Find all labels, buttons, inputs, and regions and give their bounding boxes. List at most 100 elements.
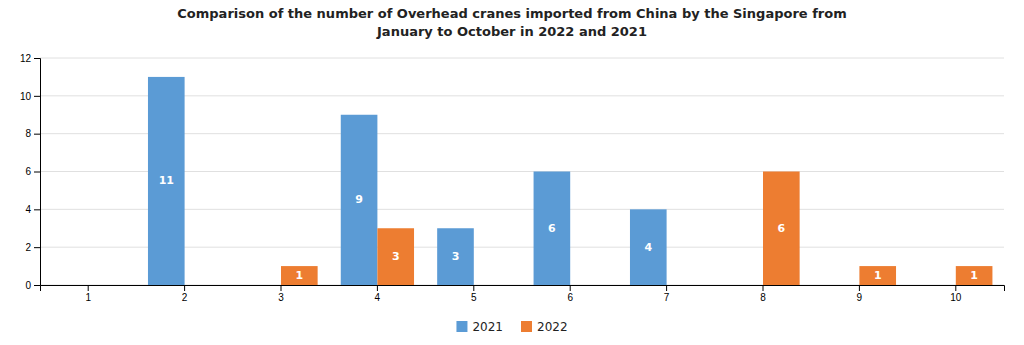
legend-label: 2021 xyxy=(472,320,503,334)
y-tick: 10 xyxy=(20,91,40,102)
grid-line xyxy=(40,58,1004,59)
bars xyxy=(148,77,992,285)
grid xyxy=(40,58,1004,285)
x-tick-label: 3 xyxy=(278,292,284,303)
y-tick-label: 0 xyxy=(25,280,31,291)
bar xyxy=(437,228,474,285)
x-tick-mark xyxy=(281,285,282,291)
x-tick: 7 xyxy=(664,285,670,303)
x-tick: 4 xyxy=(375,285,381,303)
x-tick-label: 7 xyxy=(664,292,670,303)
y-tick: 8 xyxy=(25,128,40,139)
x-tick-label: 2 xyxy=(182,292,188,303)
x-tick-mark xyxy=(377,285,378,291)
y-tick-label: 10 xyxy=(20,91,32,102)
bar-series xyxy=(281,172,992,286)
x-tick: 2 xyxy=(182,285,188,303)
y-tick-mark xyxy=(34,209,40,210)
bar xyxy=(726,285,763,286)
y-tick-mark xyxy=(34,285,40,286)
data-label: 4 xyxy=(644,241,652,254)
bar xyxy=(534,172,571,286)
y-tick: 6 xyxy=(25,166,40,177)
bar xyxy=(185,285,222,286)
x-tick: 9 xyxy=(857,285,863,303)
bar xyxy=(763,172,800,286)
x-tick-mark xyxy=(473,285,474,291)
x-tick: 3 xyxy=(278,285,284,303)
y-axis: 0 2 4 6 8 10 12 xyxy=(20,53,41,291)
x-tick-mark xyxy=(184,285,185,291)
x-axis-line xyxy=(41,286,1005,292)
plot: 0246810121234567891011936413611 xyxy=(20,53,1005,303)
data-label: 1 xyxy=(970,269,978,282)
title: Comparison of the number of Overhead cra… xyxy=(177,6,846,39)
bar xyxy=(244,285,281,286)
legend-item: 2021 xyxy=(456,320,503,334)
y-tick: 12 xyxy=(20,53,40,64)
bar xyxy=(341,115,378,285)
y-tick-mark xyxy=(34,247,40,248)
x-tick: 5 xyxy=(471,285,477,303)
bar-series xyxy=(148,77,667,285)
x-tick: 6 xyxy=(567,285,573,303)
y-tick-label: 4 xyxy=(25,204,31,215)
bar xyxy=(281,266,318,285)
data-label: 6 xyxy=(548,222,556,235)
x-tick-mark xyxy=(859,285,860,291)
x-tick-label: 10 xyxy=(950,292,962,303)
x-tick-mark xyxy=(763,285,764,291)
y-tick: 0 xyxy=(25,280,40,291)
data-label: 6 xyxy=(777,222,785,235)
data-label: 3 xyxy=(392,250,400,263)
x-tick: 10 xyxy=(950,285,962,303)
data-label: 9 xyxy=(355,193,363,206)
x-tick-mark xyxy=(955,285,956,291)
data-label: 11 xyxy=(159,174,174,187)
legend-swatch xyxy=(521,321,532,332)
y-tick-label: 12 xyxy=(20,53,32,64)
x-tick-label: 4 xyxy=(375,292,381,303)
bar xyxy=(52,285,89,286)
data-label: 3 xyxy=(452,250,460,263)
legend-item: 2022 xyxy=(521,320,568,334)
data-labels: 11936413611 xyxy=(159,174,978,282)
bar xyxy=(630,209,667,285)
y-tick-label: 8 xyxy=(25,128,31,139)
legend-label: 2022 xyxy=(537,320,568,334)
legend-swatch xyxy=(456,321,467,332)
bar xyxy=(919,285,956,286)
y-tick: 4 xyxy=(25,204,40,215)
bar xyxy=(148,77,185,285)
bar xyxy=(823,285,860,286)
x-axis: 1 2 3 4 5 6 7 8 9 10 xyxy=(41,285,1005,303)
chart: Comparison of the number of Overhead cra… xyxy=(0,0,1024,345)
y-tick: 2 xyxy=(25,242,40,253)
bar xyxy=(88,285,125,286)
y-tick-mark xyxy=(34,96,40,97)
x-tick-mark xyxy=(570,285,571,291)
y-tick-mark xyxy=(34,58,40,59)
y-axis-line xyxy=(34,59,41,286)
legend: 2021 2022 xyxy=(456,320,567,334)
x-tick-label: 5 xyxy=(471,292,477,303)
bar xyxy=(667,285,704,286)
x-tick: 1 xyxy=(85,285,91,303)
data-label: 1 xyxy=(874,269,882,282)
x-tick-label: 6 xyxy=(567,292,573,303)
x-tick-label: 1 xyxy=(85,292,91,303)
x-tick-mark xyxy=(666,285,667,291)
data-label: 1 xyxy=(295,269,303,282)
bar xyxy=(859,266,896,285)
bar xyxy=(570,285,607,286)
y-tick-label: 6 xyxy=(25,166,31,177)
bar xyxy=(474,285,511,286)
bar xyxy=(377,228,414,285)
bar xyxy=(956,266,993,285)
x-tick: 8 xyxy=(760,285,766,303)
y-tick-mark xyxy=(34,172,40,173)
y-tick-mark xyxy=(34,134,40,135)
y-tick-label: 2 xyxy=(25,242,31,253)
x-tick-mark xyxy=(88,285,89,291)
x-tick-label: 8 xyxy=(760,292,766,303)
